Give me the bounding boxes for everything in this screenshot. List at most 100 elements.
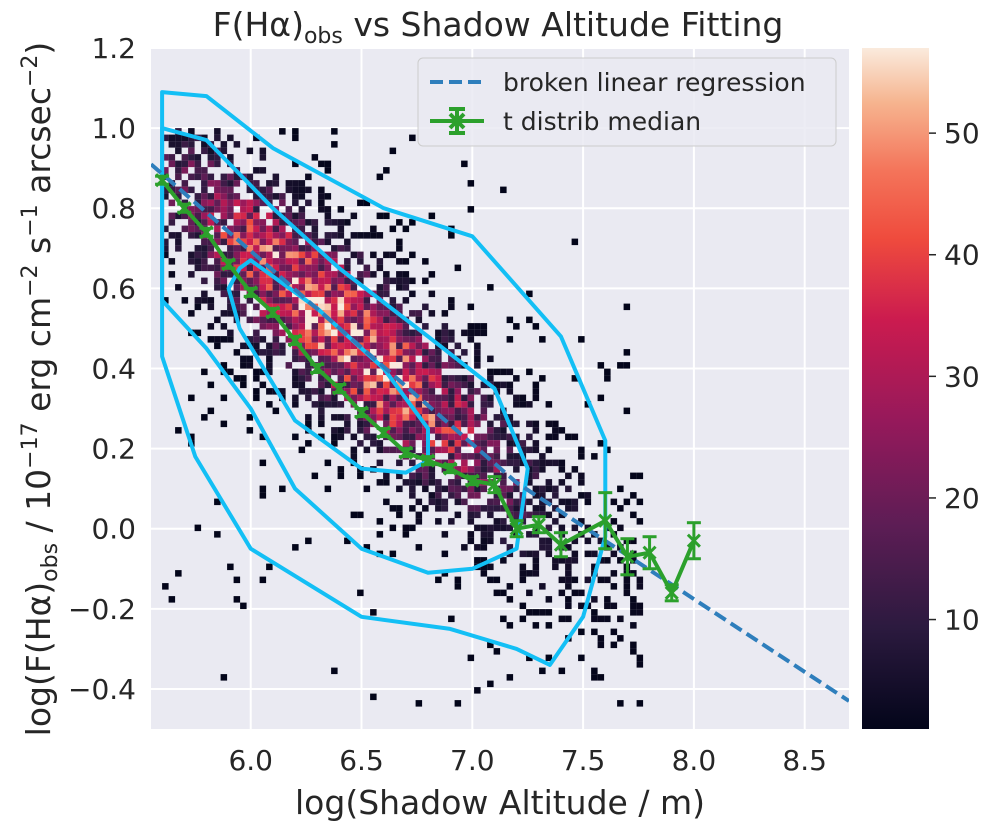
hist-cell [409,407,416,415]
hist-cell [402,433,410,441]
hist-cell [253,245,260,252]
hist-cell [454,388,462,395]
hist-cell [350,323,358,330]
hist-cell [376,173,384,181]
hist-cell [344,245,351,252]
hist-cell [376,446,384,454]
hist-cell [259,258,267,265]
hist-cell [461,414,468,421]
hist-cell [402,479,410,486]
hist-cell [337,290,345,298]
hist-cell [441,375,449,382]
hist-cell [292,128,299,135]
hist-cell [266,245,273,252]
hist-cell [311,290,319,298]
hist-cell [162,238,169,246]
hist-cell [558,459,566,467]
hist-cell [253,167,260,174]
hist-cell [194,206,202,213]
hist-cell [487,368,494,376]
hist-cell [571,576,579,584]
hist-cell [389,277,397,285]
hist-cell [181,167,189,174]
median-point [642,535,657,571]
hist-cell [363,375,371,382]
hist-cell [194,225,202,233]
hist-cell [240,375,247,382]
hist-cell [552,420,559,428]
hist-cell [266,251,273,259]
hist-cell [207,154,215,161]
hist-cell [396,427,403,434]
hist-cell [558,557,566,564]
hist-cell [259,349,267,356]
hist-cell [441,336,449,343]
hist-cell [480,505,488,512]
hist-cell [487,401,494,408]
hist-cell [552,563,559,571]
hist-cell [311,472,319,480]
hist-cell [532,323,540,330]
hist-cell [545,401,553,408]
hist-cell [233,141,241,148]
hist-cell [324,323,332,330]
hist-cell [402,258,410,265]
hist-cell [318,336,325,343]
hist-cell [253,271,260,278]
median-point [332,381,347,396]
hist-cell [448,401,455,408]
hist-cell [266,368,273,376]
hist-cell [487,537,494,545]
hist-cell [441,427,449,434]
hist-cell [604,615,611,623]
hist-cell [298,446,306,454]
hist-cell [597,635,605,642]
hist-cell [233,251,241,259]
hist-cell [500,589,507,597]
hist-cell [363,401,371,408]
hist-cell [376,401,384,408]
hist-cell [337,368,345,376]
hist-cell [266,225,273,233]
hist-cell [201,180,208,187]
hist-cell [337,427,345,434]
hist-cell [259,154,267,161]
hist-cell [272,284,280,291]
hist-cell [526,654,533,662]
colorbar-tick-label: 10 [944,604,980,637]
hist-cell [233,232,241,239]
hist-cell [370,225,377,233]
hist-cell [383,420,390,428]
hist-cell [545,459,553,467]
hist-cell [194,245,202,252]
hist-cell [194,251,202,259]
hist-cell [272,219,280,226]
hist-cell [461,498,468,506]
hist-cell [201,173,208,181]
hist-cell [292,349,299,356]
hist-cell [168,232,176,239]
hist-cell [168,154,176,161]
median-point [221,257,236,272]
hist-cell [292,238,299,246]
hist-cell [467,492,475,499]
median-point [620,537,635,577]
hist-cell [214,258,221,265]
hist-cell [201,264,208,272]
hist-cell [305,414,312,421]
hist-cell [474,440,481,447]
hist-cell [331,316,338,324]
hist-cell [415,427,423,434]
hist-cell [279,251,286,259]
hist-cell [324,264,332,272]
hist-cell [311,225,319,233]
hist-cell [357,381,364,389]
hist-cell [344,297,351,304]
hist-cell [539,459,546,467]
hist-cell [422,258,429,265]
hist-cell [571,524,579,532]
hist-cell [474,492,481,499]
hist-cell [467,537,475,545]
hist-cell [344,414,351,421]
hist-cell [357,290,364,298]
